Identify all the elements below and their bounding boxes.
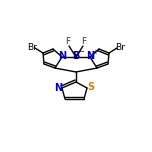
Text: S: S <box>87 82 95 92</box>
Text: −: − <box>78 49 84 55</box>
Text: +: + <box>92 49 98 55</box>
Text: F: F <box>81 38 86 47</box>
Text: N: N <box>54 83 62 93</box>
Text: N: N <box>86 51 94 61</box>
Text: F: F <box>66 38 71 47</box>
Text: N: N <box>58 51 66 61</box>
Text: B: B <box>72 51 80 61</box>
Text: Br: Br <box>27 43 37 52</box>
Text: Br: Br <box>115 43 125 52</box>
